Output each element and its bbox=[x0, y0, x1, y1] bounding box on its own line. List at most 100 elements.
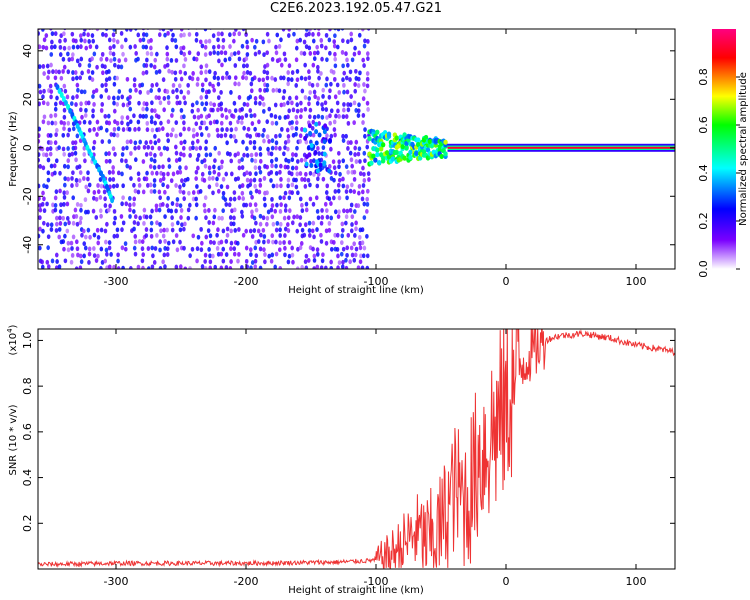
spectrogram-cell bbox=[162, 96, 167, 101]
spectrogram-cell bbox=[38, 89, 43, 95]
spectrogram-cell bbox=[219, 106, 224, 112]
spectrogram-cell bbox=[333, 209, 338, 215]
spectrogram-cell bbox=[219, 133, 224, 139]
spectrogram-cell bbox=[170, 37, 175, 43]
spectrogram-cell bbox=[344, 164, 349, 170]
spectrogram-cell bbox=[74, 177, 79, 183]
spectrogram-cell bbox=[87, 251, 92, 257]
spectrogram-cell bbox=[136, 264, 141, 269]
spectrogram-cell bbox=[38, 164, 43, 169]
spectrogram-cell bbox=[308, 114, 312, 120]
spectrogram-cell bbox=[365, 71, 370, 76]
spectrogram-cell bbox=[175, 100, 180, 106]
spectrogram-cell bbox=[248, 94, 253, 100]
spectrogram-cell bbox=[119, 158, 124, 163]
spectrogram-cell bbox=[109, 58, 113, 63]
spectrogram-cell bbox=[104, 247, 109, 253]
spectrogram-cell bbox=[281, 75, 286, 81]
tone-cell bbox=[380, 158, 386, 164]
spectrogram-cell bbox=[91, 208, 96, 214]
spectrogram-cell bbox=[253, 158, 258, 164]
spectrogram-cell bbox=[76, 252, 80, 258]
spectrogram-cell bbox=[38, 215, 42, 221]
spectrogram-cell bbox=[207, 38, 212, 44]
spectrogram-cell bbox=[311, 132, 316, 138]
x-tick-label: 0 bbox=[503, 275, 510, 288]
spectrogram-cell bbox=[248, 228, 253, 234]
spectrogram-cell bbox=[191, 145, 195, 151]
spectrogram-cell bbox=[286, 164, 290, 170]
spectrogram-cell bbox=[183, 221, 187, 227]
spectrogram-cell bbox=[212, 164, 216, 170]
spectrogram-cell bbox=[329, 259, 333, 265]
spectrogram-cell bbox=[165, 62, 170, 68]
spectrogram-cell bbox=[299, 50, 304, 56]
spectrogram-cell bbox=[179, 208, 184, 213]
spectrogram-cell bbox=[90, 77, 95, 82]
spectrogram-cell bbox=[42, 220, 46, 226]
spectrogram-cell bbox=[308, 170, 313, 176]
spectrogram-cell bbox=[329, 133, 334, 139]
spectrogram-cell bbox=[120, 201, 124, 207]
spectrogram-cell bbox=[63, 176, 67, 182]
spectrogram-cell bbox=[279, 102, 284, 108]
spectrogram-cell bbox=[103, 64, 107, 70]
spectrogram-cell bbox=[132, 113, 136, 119]
spectrogram-cell bbox=[171, 239, 176, 245]
spectrogram-cell bbox=[233, 228, 238, 233]
spectrogram-cell bbox=[145, 106, 149, 112]
spectrogram-cell bbox=[200, 171, 205, 177]
spectrogram-cell bbox=[213, 145, 218, 151]
spectrogram-cell bbox=[287, 29, 292, 32]
spectrogram-cell bbox=[190, 246, 195, 252]
spectrogram-cell bbox=[265, 134, 270, 140]
tone-cell bbox=[384, 150, 390, 156]
tone-cell bbox=[402, 155, 407, 161]
spectrogram-cell bbox=[352, 51, 357, 57]
spectrogram-cell bbox=[66, 247, 71, 253]
spectrogram-cell bbox=[152, 183, 157, 188]
spectrogram-cell bbox=[42, 208, 47, 214]
spectrogram-cell bbox=[278, 195, 283, 201]
spectrogram-cell bbox=[44, 33, 49, 38]
spectrogram-cell bbox=[211, 175, 215, 181]
spectrogram-cell bbox=[134, 87, 138, 93]
spectrogram-cell bbox=[149, 38, 153, 43]
spectrogram-cell bbox=[211, 190, 215, 196]
spectrogram-cell bbox=[90, 56, 94, 62]
spectrogram-cell bbox=[303, 62, 307, 68]
snr-ylabel: SNR (10 * v/v) bbox=[8, 404, 19, 475]
spectrogram-cell bbox=[270, 145, 275, 151]
spectrogram-cell bbox=[162, 252, 167, 258]
spectrogram-cell bbox=[134, 29, 138, 31]
spectrogram-cell bbox=[307, 220, 312, 226]
spectrogram-cell bbox=[256, 228, 261, 234]
spectrogram-cell bbox=[320, 215, 325, 220]
spectrogram-cell bbox=[273, 77, 278, 82]
spectrogram-cell bbox=[54, 215, 59, 221]
spectrogram-cell bbox=[61, 56, 66, 62]
spectrogram-cell bbox=[157, 145, 162, 151]
spectrogram-cell bbox=[204, 77, 208, 83]
spectrogram-cell bbox=[66, 146, 70, 151]
spectrogram-cell bbox=[99, 108, 104, 113]
spectrogram-cell bbox=[366, 29, 371, 31]
spectrogram-cell bbox=[49, 89, 54, 94]
spectrogram-cell bbox=[113, 62, 117, 68]
spectrogram-cell bbox=[179, 50, 184, 56]
spectrogram-cell bbox=[360, 227, 365, 233]
spectrogram-cell bbox=[178, 69, 183, 75]
spectrogram-cell bbox=[346, 102, 350, 107]
spectrogram-cell bbox=[190, 140, 195, 146]
spectrogram-cell bbox=[128, 207, 132, 213]
spectrogram-cell bbox=[335, 100, 340, 106]
spectrogram-cell bbox=[129, 176, 133, 182]
spectrogram-cell bbox=[224, 107, 228, 113]
spectrogram-cell bbox=[132, 226, 136, 232]
spectrogram-cell bbox=[224, 239, 229, 244]
spectrogram-cell bbox=[45, 222, 50, 228]
spectrogram-cell bbox=[279, 202, 283, 208]
spectrogram-cell bbox=[107, 120, 112, 126]
spectrogram-cell bbox=[273, 208, 278, 214]
spectrogram-cell bbox=[195, 184, 199, 189]
